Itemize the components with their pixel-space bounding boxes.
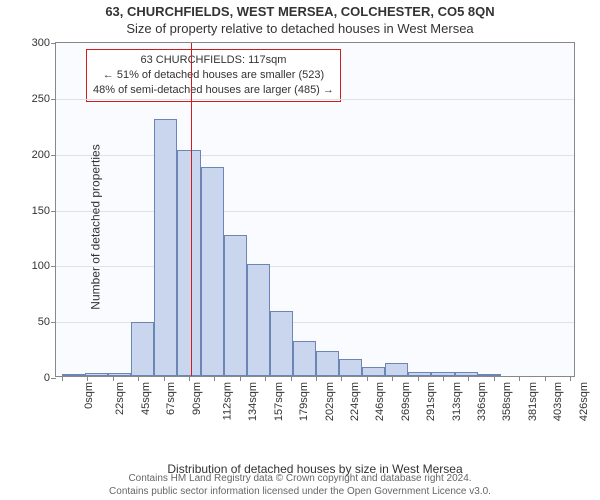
ytick-mark	[51, 155, 56, 156]
histogram-bar	[201, 167, 224, 376]
xtick-label: 45sqm	[140, 382, 152, 415]
ytick-label: 200	[32, 149, 50, 161]
xtick-mark	[392, 376, 393, 381]
footer-line2: Contains public sector information licen…	[0, 486, 600, 499]
histogram-bar	[316, 351, 339, 376]
ytick-mark	[51, 378, 56, 379]
ytick-label: 150	[32, 205, 50, 217]
xtick-label: 134sqm	[248, 382, 260, 421]
ytick-mark	[51, 211, 56, 212]
xtick-label: 381sqm	[527, 382, 539, 421]
xtick-label: 313sqm	[451, 382, 463, 421]
histogram-bar	[85, 373, 108, 376]
xtick-mark	[291, 376, 292, 381]
histogram-bar	[131, 322, 154, 376]
xtick-mark	[316, 376, 317, 381]
xtick-label: 202sqm	[324, 382, 336, 421]
gridline	[56, 99, 574, 100]
xtick-mark	[87, 376, 88, 381]
address-title: 63, CHURCHFIELDS, WEST MERSEA, COLCHESTE…	[0, 4, 600, 19]
xtick-mark	[341, 376, 342, 381]
ytick-mark	[51, 322, 56, 323]
xtick-mark	[468, 376, 469, 381]
xtick-mark	[240, 376, 241, 381]
chart-container: 63 CHURCHFIELDS: 117sqm ← 51% of detache…	[55, 42, 575, 412]
plot-area: 63 CHURCHFIELDS: 117sqm ← 51% of detache…	[55, 42, 575, 377]
histogram-bar	[154, 119, 177, 376]
histogram-bar	[408, 372, 431, 376]
histogram-bar	[478, 374, 501, 376]
annotation-line3: 48% of semi-detached houses are larger (…	[93, 83, 334, 98]
footer: Contains HM Land Registry data © Crown c…	[0, 473, 600, 498]
chart-titles: 63, CHURCHFIELDS, WEST MERSEA, COLCHESTE…	[0, 0, 600, 36]
xtick-mark	[494, 376, 495, 381]
marker-line	[191, 43, 192, 376]
gridline	[56, 155, 574, 156]
ytick-label: 100	[32, 260, 50, 272]
footer-line1: Contains HM Land Registry data © Crown c…	[0, 473, 600, 486]
xtick-mark	[570, 376, 571, 381]
subtitle: Size of property relative to detached ho…	[0, 21, 600, 36]
histogram-bar	[431, 372, 454, 376]
xtick-label: 358sqm	[502, 382, 514, 421]
ytick-label: 0	[44, 372, 50, 384]
histogram-bar	[62, 374, 85, 376]
xtick-label: 336sqm	[476, 382, 488, 421]
xtick-label: 403sqm	[552, 382, 564, 421]
xtick-label: 67sqm	[165, 382, 177, 415]
y-axis-label: Number of detached properties	[89, 144, 103, 309]
xtick-mark	[367, 376, 368, 381]
xtick-label: 291sqm	[425, 382, 437, 421]
ytick-mark	[51, 43, 56, 44]
histogram-bar	[224, 235, 247, 376]
xtick-label: 90sqm	[191, 382, 203, 415]
xtick-mark	[113, 376, 114, 381]
xtick-mark	[164, 376, 165, 381]
histogram-bar	[247, 264, 270, 376]
xtick-mark	[214, 376, 215, 381]
xtick-label: 179sqm	[298, 382, 310, 421]
xtick-mark	[189, 376, 190, 381]
gridline	[56, 211, 574, 212]
xtick-label: 426sqm	[578, 382, 590, 421]
histogram-bar	[385, 363, 408, 376]
xtick-mark	[138, 376, 139, 381]
xtick-mark	[519, 376, 520, 381]
histogram-bar	[108, 373, 131, 376]
xtick-label: 0sqm	[83, 382, 95, 409]
histogram-bar	[362, 367, 385, 376]
xtick-label: 224sqm	[349, 382, 361, 421]
xtick-label: 112sqm	[221, 382, 233, 420]
xtick-mark	[62, 376, 63, 381]
ytick-mark	[51, 99, 56, 100]
xtick-label: 246sqm	[375, 382, 387, 421]
histogram-bar	[270, 311, 293, 376]
histogram-bar	[339, 359, 362, 376]
gridline	[56, 266, 574, 267]
xtick-mark	[418, 376, 419, 381]
ytick-label: 300	[32, 37, 50, 49]
ytick-label: 250	[32, 93, 50, 105]
histogram-bar	[455, 372, 478, 376]
xtick-mark	[545, 376, 546, 381]
annotation-line2: ← 51% of detached houses are smaller (52…	[93, 68, 334, 83]
annotation-box: 63 CHURCHFIELDS: 117sqm ← 51% of detache…	[86, 49, 341, 102]
xtick-label: 269sqm	[400, 382, 412, 421]
xtick-label: 22sqm	[114, 382, 126, 415]
histogram-bar	[293, 341, 316, 376]
histogram-bar	[177, 150, 200, 376]
ytick-label: 50	[38, 316, 50, 328]
xtick-mark	[265, 376, 266, 381]
xtick-label: 157sqm	[273, 382, 285, 421]
ytick-mark	[51, 266, 56, 267]
xtick-mark	[443, 376, 444, 381]
annotation-line1: 63 CHURCHFIELDS: 117sqm	[93, 53, 334, 68]
